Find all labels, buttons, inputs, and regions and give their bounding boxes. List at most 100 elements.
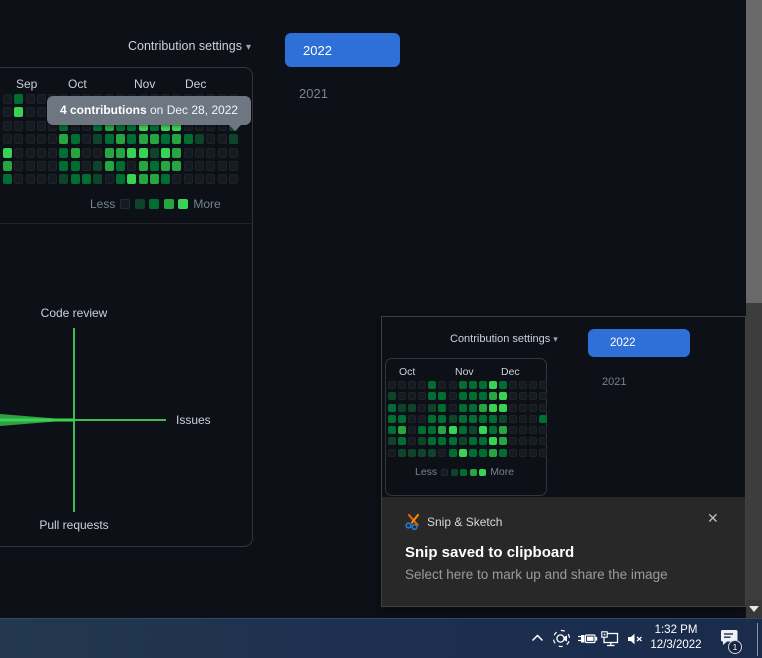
contribution-cell[interactable] xyxy=(138,134,148,145)
contribution-cell[interactable] xyxy=(138,174,148,185)
contribution-cell[interactable] xyxy=(36,160,46,171)
network-ethernet-icon[interactable] xyxy=(601,631,620,647)
contribution-cell[interactable] xyxy=(3,94,12,104)
contribution-cell[interactable] xyxy=(104,120,114,131)
contribution-cell[interactable] xyxy=(217,120,227,131)
contribution-cell[interactable] xyxy=(228,147,238,158)
contribution-cell[interactable] xyxy=(195,120,205,131)
contribution-cell[interactable] xyxy=(70,160,80,171)
contribution-cell[interactable] xyxy=(195,160,205,171)
contribution-cell[interactable] xyxy=(127,174,137,185)
year-2022-button[interactable]: 2022 xyxy=(285,33,400,67)
contribution-cell[interactable] xyxy=(82,134,92,145)
contribution-cell[interactable] xyxy=(48,174,58,185)
contribution-cell[interactable] xyxy=(48,120,58,131)
contribution-cell[interactable] xyxy=(14,120,24,131)
contribution-cell[interactable] xyxy=(3,160,12,171)
contribution-cell[interactable] xyxy=(149,147,159,158)
contribution-cell[interactable] xyxy=(228,174,238,185)
contribution-cell[interactable] xyxy=(36,94,46,104)
notification-toast[interactable]: Contribution settings ▾ 2022 2021 Oct Nov… xyxy=(381,316,746,607)
contribution-cell[interactable] xyxy=(206,147,216,158)
contribution-cell[interactable] xyxy=(104,160,114,171)
battery-charging-icon[interactable] xyxy=(577,633,598,645)
contribution-cell[interactable] xyxy=(206,120,216,131)
contribution-cell[interactable] xyxy=(14,147,24,158)
contribution-cell[interactable] xyxy=(59,160,69,171)
contribution-cell[interactable] xyxy=(172,174,182,185)
contribution-cell[interactable] xyxy=(228,134,238,145)
contribution-cell[interactable] xyxy=(25,94,35,104)
scroll-down-button[interactable] xyxy=(746,600,762,618)
contribution-cell[interactable] xyxy=(206,134,216,145)
contribution-cell[interactable] xyxy=(183,134,193,145)
contribution-cell[interactable] xyxy=(195,134,205,145)
contribution-cell[interactable] xyxy=(82,147,92,158)
contribution-cell[interactable] xyxy=(14,134,24,145)
contribution-cell[interactable] xyxy=(25,147,35,158)
contribution-cell[interactable] xyxy=(82,120,92,131)
contribution-cell[interactable] xyxy=(161,147,171,158)
contribution-cell[interactable] xyxy=(138,147,148,158)
contribution-cell[interactable] xyxy=(149,134,159,145)
contribution-cell[interactable] xyxy=(93,160,103,171)
contribution-cell[interactable] xyxy=(228,160,238,171)
contribution-cell[interactable] xyxy=(172,147,182,158)
contribution-cell[interactable] xyxy=(217,160,227,171)
contribution-cell[interactable] xyxy=(104,147,114,158)
contribution-cell[interactable] xyxy=(48,134,58,145)
contribution-cell[interactable] xyxy=(104,134,114,145)
contribution-cell[interactable] xyxy=(36,147,46,158)
contribution-cell[interactable] xyxy=(36,107,46,118)
contribution-cell[interactable] xyxy=(48,147,58,158)
contribution-cell[interactable] xyxy=(149,120,159,131)
contribution-cell[interactable] xyxy=(138,160,148,171)
contribution-cell[interactable] xyxy=(195,147,205,158)
contribution-cell[interactable] xyxy=(48,160,58,171)
contribution-cell[interactable] xyxy=(217,147,227,158)
contribution-cell[interactable] xyxy=(127,134,137,145)
contribution-cell[interactable] xyxy=(115,120,125,131)
contribution-cell[interactable] xyxy=(115,174,125,185)
contribution-cell[interactable] xyxy=(115,134,125,145)
contribution-cell[interactable] xyxy=(115,160,125,171)
contribution-cell[interactable] xyxy=(70,120,80,131)
contribution-cell[interactable] xyxy=(70,174,80,185)
contribution-cell[interactable] xyxy=(93,147,103,158)
contribution-cell[interactable] xyxy=(127,147,137,158)
contribution-cell[interactable] xyxy=(14,107,24,118)
contribution-cell[interactable] xyxy=(183,174,193,185)
contribution-cell[interactable] xyxy=(161,174,171,185)
close-icon[interactable]: ✕ xyxy=(707,510,719,526)
contribution-cell[interactable] xyxy=(217,134,227,145)
contribution-cell[interactable] xyxy=(3,134,12,145)
contribution-cell[interactable] xyxy=(172,134,182,145)
contribution-cell[interactable] xyxy=(36,120,46,131)
toast-subtitle[interactable]: Select here to mark up and share the ima… xyxy=(405,567,668,582)
contribution-cell[interactable] xyxy=(183,120,193,131)
scrollbar[interactable] xyxy=(746,0,762,618)
contribution-cell[interactable] xyxy=(36,134,46,145)
contribution-cell[interactable] xyxy=(93,174,103,185)
contribution-cell[interactable] xyxy=(183,160,193,171)
contribution-cell[interactable] xyxy=(183,147,193,158)
contribution-cell[interactable] xyxy=(217,174,227,185)
contribution-cell[interactable] xyxy=(161,134,171,145)
scrollbar-thumb[interactable] xyxy=(746,0,762,303)
contribution-cell[interactable] xyxy=(3,147,12,158)
contribution-cell[interactable] xyxy=(3,174,12,185)
contribution-cell[interactable] xyxy=(82,160,92,171)
contribution-cell[interactable] xyxy=(82,174,92,185)
year-2021-link[interactable]: 2021 xyxy=(299,86,328,101)
show-desktop-divider[interactable] xyxy=(757,623,758,656)
contribution-cell[interactable] xyxy=(70,147,80,158)
contribution-cell[interactable] xyxy=(172,160,182,171)
contribution-cell[interactable] xyxy=(3,120,12,131)
contribution-cell[interactable] xyxy=(25,107,35,118)
contribution-cell[interactable] xyxy=(14,94,24,104)
contribution-cell[interactable] xyxy=(59,174,69,185)
contribution-cell[interactable] xyxy=(93,134,103,145)
contribution-cell[interactable] xyxy=(138,120,148,131)
volume-muted-icon[interactable] xyxy=(627,633,644,645)
contribution-cell[interactable] xyxy=(127,120,137,131)
